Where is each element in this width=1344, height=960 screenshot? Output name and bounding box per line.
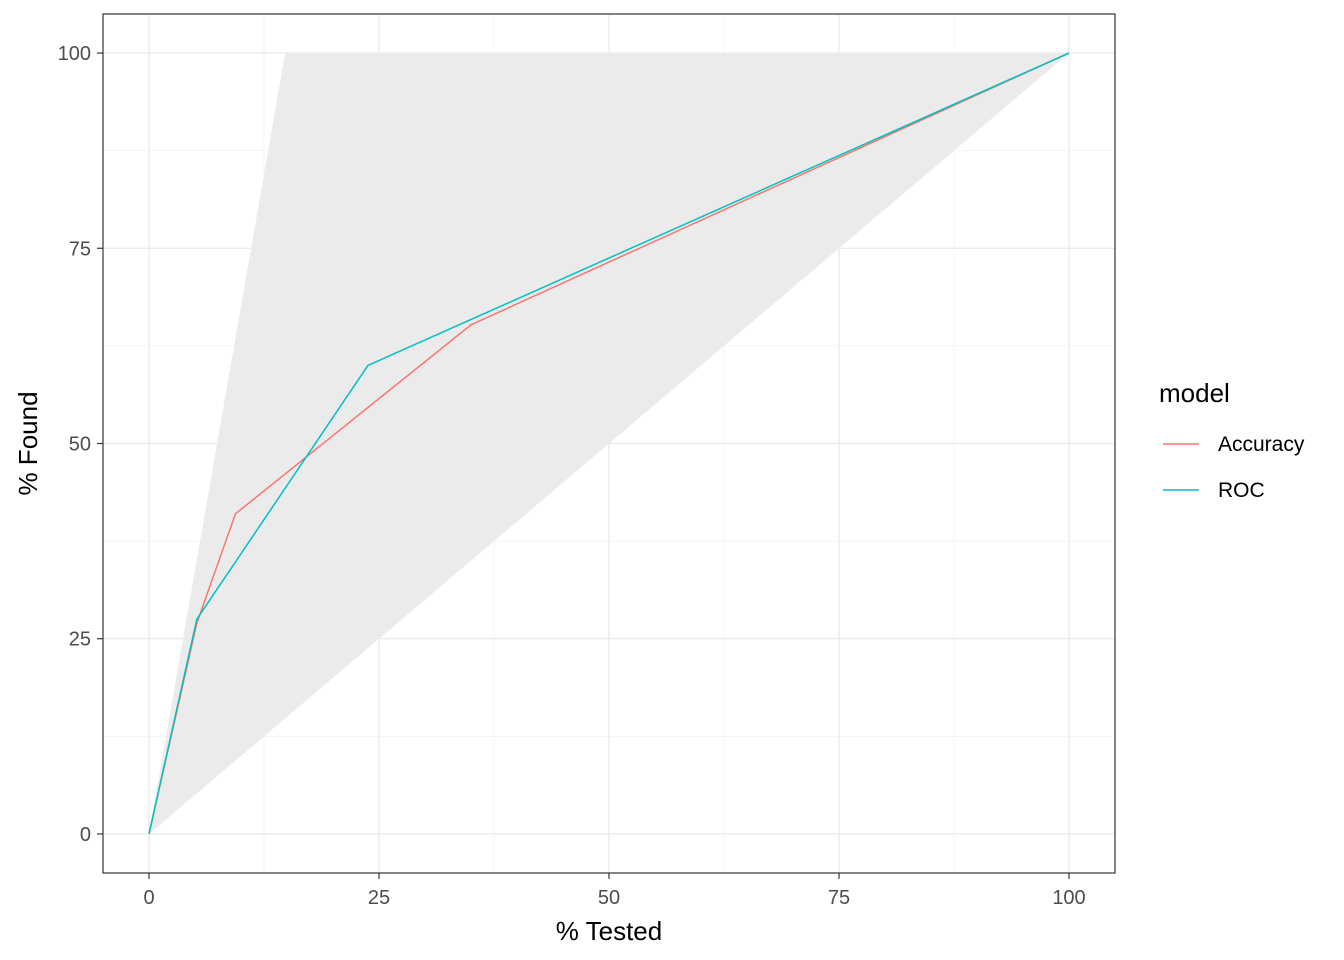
x-tick-label: 25 <box>368 887 390 909</box>
x-tick-label: 0 <box>143 887 154 909</box>
x-axis-title: % Tested <box>556 916 662 946</box>
y-axis-title: % Found <box>13 391 43 495</box>
legend: model Accuracy ROC <box>1159 378 1305 502</box>
y-tick-label: 50 <box>69 434 91 456</box>
y-tick-label: 100 <box>58 43 91 65</box>
series-lines <box>148 52 1070 835</box>
x-axis-ticks: 0 25 50 75 100 <box>143 873 1086 909</box>
legend-title: model <box>1159 378 1230 408</box>
y-tick-label: 0 <box>80 824 91 846</box>
legend-label-roc: ROC <box>1218 479 1265 502</box>
x-tick-label: 100 <box>1052 887 1085 909</box>
y-axis-ticks: 0 25 50 75 100 <box>58 43 103 846</box>
series-line-roc <box>148 52 1070 835</box>
legend-label-accuracy: Accuracy <box>1218 433 1305 456</box>
y-tick-label: 25 <box>69 629 91 651</box>
x-tick-label: 50 <box>598 887 620 909</box>
reference-region-area <box>149 53 1069 834</box>
reference-region <box>149 53 1069 834</box>
y-tick-label: 75 <box>69 238 91 260</box>
x-tick-label: 75 <box>828 887 850 909</box>
